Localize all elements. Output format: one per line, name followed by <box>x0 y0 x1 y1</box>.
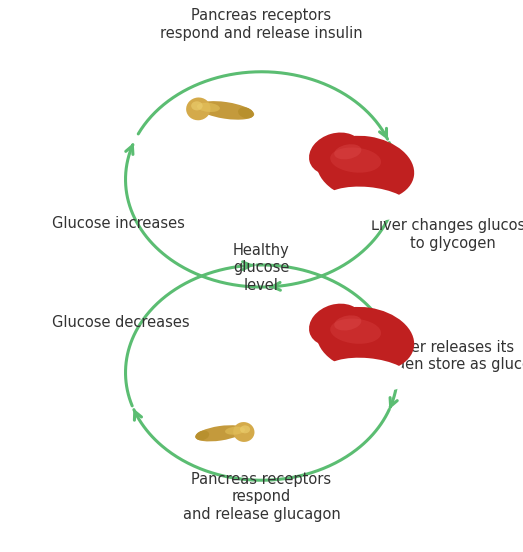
Ellipse shape <box>330 319 381 344</box>
Text: Glucose increases: Glucose increases <box>52 216 185 231</box>
Text: Glucose decreases: Glucose decreases <box>52 315 190 331</box>
Ellipse shape <box>317 307 414 372</box>
Ellipse shape <box>233 422 255 442</box>
Ellipse shape <box>196 431 209 440</box>
Ellipse shape <box>334 144 361 160</box>
Ellipse shape <box>197 103 220 112</box>
Ellipse shape <box>186 98 211 120</box>
Ellipse shape <box>225 427 245 435</box>
Ellipse shape <box>238 107 254 118</box>
Ellipse shape <box>324 187 411 220</box>
Text: Liver changes glucose
to glycogen: Liver changes glucose to glycogen <box>371 219 523 251</box>
Ellipse shape <box>240 426 250 433</box>
Text: Liver releases its
glycogen store as glucose: Liver releases its glycogen store as glu… <box>357 340 523 372</box>
Ellipse shape <box>330 147 381 173</box>
Ellipse shape <box>309 132 363 175</box>
Ellipse shape <box>309 304 363 346</box>
Ellipse shape <box>195 425 245 442</box>
Ellipse shape <box>191 102 203 110</box>
Text: Pancreas receptors
respond and release insulin: Pancreas receptors respond and release i… <box>160 8 363 41</box>
Ellipse shape <box>317 136 414 201</box>
Ellipse shape <box>197 101 254 120</box>
Text: Pancreas receptors
respond
and release glucagon: Pancreas receptors respond and release g… <box>183 472 340 522</box>
Ellipse shape <box>324 358 411 391</box>
Text: Healthy
glucose
level: Healthy glucose level <box>233 243 290 293</box>
Ellipse shape <box>334 315 361 331</box>
